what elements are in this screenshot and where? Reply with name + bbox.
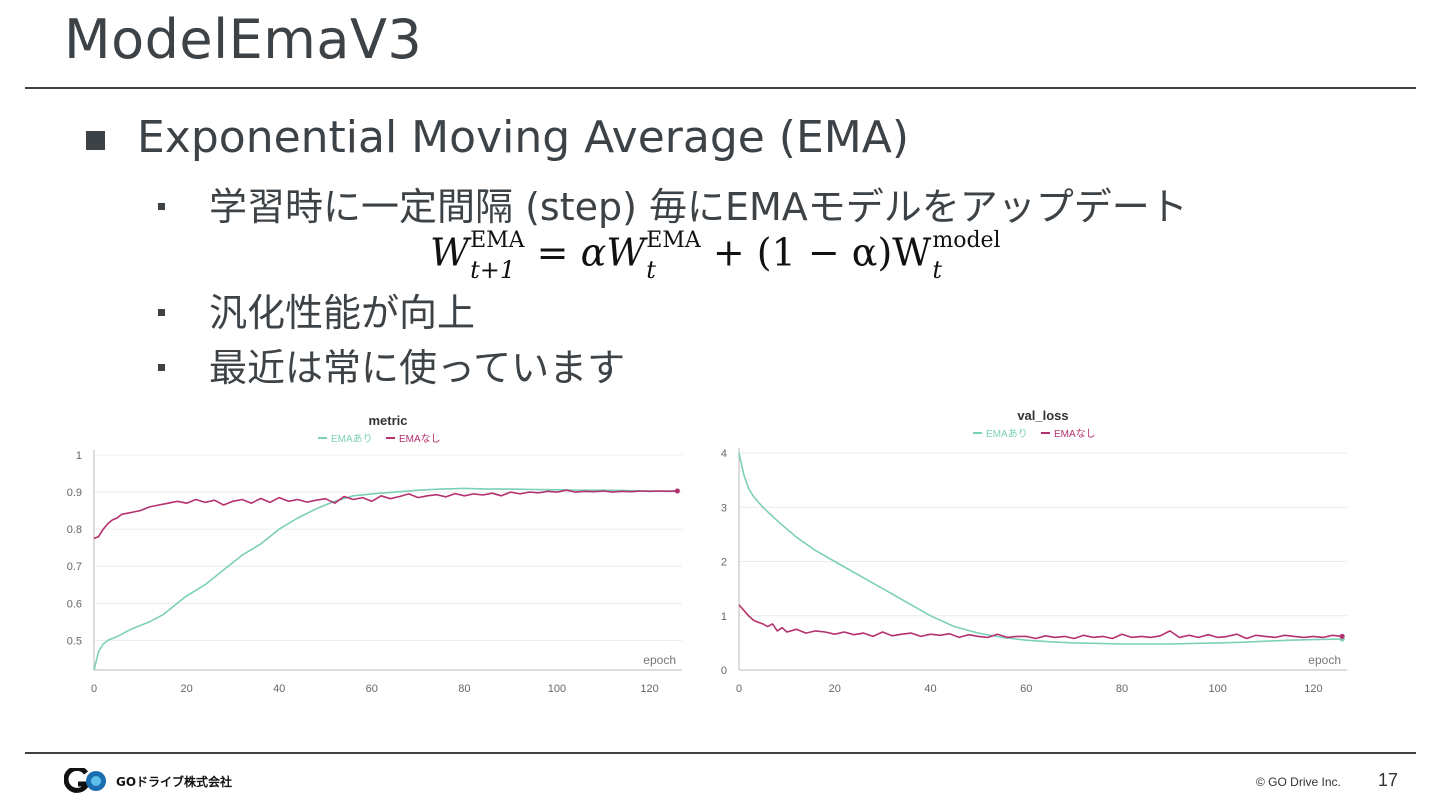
formula-sub3: t — [932, 256, 942, 284]
chart-legend: EMAあり EMAなし — [318, 433, 441, 445]
x-tick-label: 60 — [1020, 683, 1032, 695]
y-tick-label: 0.6 — [67, 598, 82, 610]
chart-title: val_loss — [1017, 408, 1068, 423]
series-line — [93, 487, 678, 671]
x-tick-label: 0 — [736, 683, 742, 695]
ema-formula: W EMA t+1 = αW EMA t + (1 − α)W model t — [430, 228, 1001, 284]
y-tick-label: 4 — [721, 448, 727, 460]
formula-sup1: EMA — [470, 228, 525, 253]
x-tick-label: 100 — [548, 683, 566, 695]
x-tick-label: 80 — [1116, 683, 1128, 695]
slide-title: ModelEmaV3 — [64, 8, 423, 71]
y-tick-label: 0.8 — [67, 524, 82, 536]
sub-bullet-1: 学習時に一定間隔 (step) 毎にEMAモデルをアップデート — [158, 176, 1188, 231]
go-logo-icon — [64, 768, 106, 793]
y-tick-label: 0.7 — [67, 561, 82, 573]
main-bullet: Exponential Moving Average (EMA) — [86, 112, 909, 163]
y-tick-label: 0.9 — [67, 487, 82, 499]
formula-sup3: model — [932, 228, 1001, 253]
legend-label: EMAなし — [399, 433, 441, 445]
x-tick-label: 20 — [829, 683, 841, 695]
company-name: GOドライブ株式会社 — [116, 774, 233, 789]
formula-eq: = — [536, 230, 569, 275]
x-tick-label: 0 — [91, 683, 97, 695]
legend-label: EMAあり — [331, 433, 373, 445]
legend-label: EMAあり — [986, 428, 1028, 440]
sub-bullet-2: 汎化性能が向上 — [158, 282, 475, 337]
series-line — [738, 604, 1343, 640]
series-end-point — [674, 488, 680, 494]
formula-alpha-w: αW — [580, 230, 646, 275]
formula-sup2: EMA — [646, 228, 701, 253]
sub-bullet-text: 最近は常に使っています — [209, 346, 626, 390]
copyright: © GO Drive Inc. — [1256, 775, 1341, 789]
y-tick-label: 0.5 — [67, 635, 82, 647]
x-tick-label: 60 — [366, 683, 378, 695]
chart-legend: EMAあり EMAなし — [973, 428, 1096, 440]
bullet-dot-icon — [158, 364, 165, 371]
y-tick-label: 1 — [721, 611, 727, 623]
x-tick-label: 40 — [273, 683, 285, 695]
y-tick-label: 1 — [76, 450, 82, 462]
series-end-point — [1339, 633, 1345, 639]
x-tick-label: 80 — [458, 683, 470, 695]
x-axis-label: epoch — [643, 653, 676, 667]
sub-bullet-text: 汎化性能が向上 — [209, 291, 476, 335]
company-logo: GOドライブ株式会社 — [64, 768, 232, 794]
x-tick-label: 40 — [924, 683, 936, 695]
square-bullet-icon — [86, 131, 105, 150]
bullet-dot-icon — [158, 203, 165, 210]
bullet-dot-icon — [158, 309, 165, 316]
formula-sub2: t — [646, 256, 656, 284]
formula-mid: + (1 − α)W — [712, 230, 932, 275]
metric-chart: 0.5 0.6 0.7 0.8 0.9 1 0 20 40 60 80 100 120 metric epo… — [67, 413, 682, 695]
sub-bullet-3: 最近は常に使っています — [158, 337, 625, 392]
bottom-divider — [25, 752, 1416, 754]
y-tick-label: 2 — [721, 557, 727, 569]
y-tick-label: 0 — [721, 665, 727, 677]
main-bullet-text: Exponential Moving Average (EMA) — [137, 112, 909, 163]
series-line — [93, 489, 678, 540]
chart-title: metric — [368, 413, 407, 428]
top-divider — [25, 87, 1416, 89]
sub-bullet-text: 学習時に一定間隔 (step) 毎にEMAモデルをアップデート — [209, 185, 1188, 229]
page-number: 17 — [1378, 770, 1399, 790]
y-tick-label: 3 — [721, 502, 727, 514]
x-tick-label: 120 — [1304, 683, 1322, 695]
formula-sub1: t+1 — [470, 256, 516, 284]
series-line — [738, 452, 1343, 645]
x-axis-label: epoch — [1308, 653, 1341, 667]
x-tick-label: 120 — [640, 683, 658, 695]
x-tick-label: 100 — [1209, 683, 1227, 695]
legend-label: EMAなし — [1054, 428, 1096, 440]
formula-w: W — [430, 230, 470, 275]
x-tick-label: 20 — [180, 683, 192, 695]
